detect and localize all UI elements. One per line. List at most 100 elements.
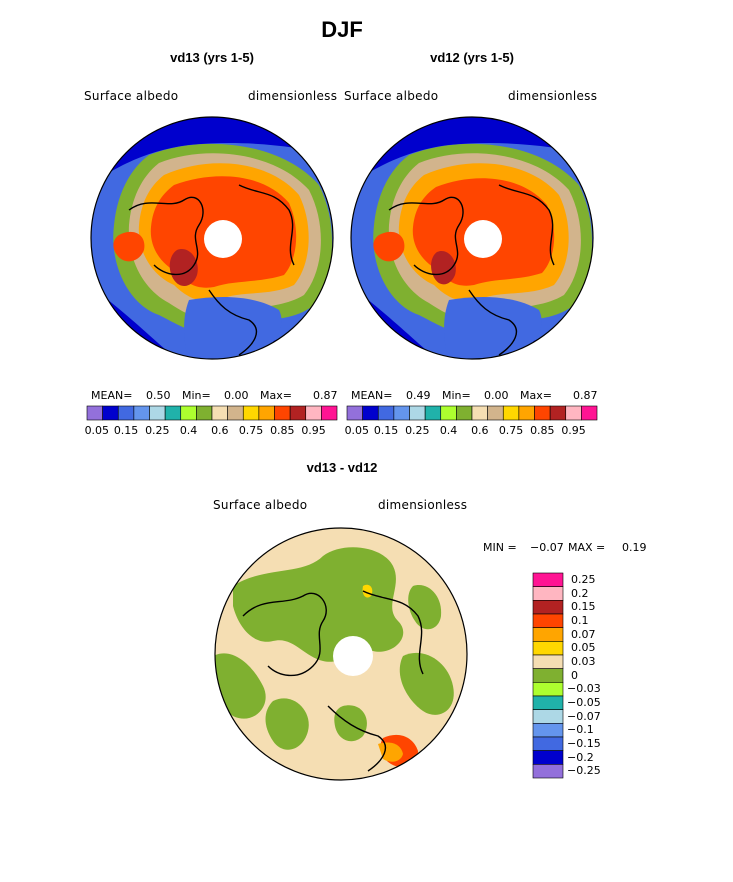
colorbar-tick-label: −0.1 xyxy=(567,723,594,737)
colorbar-swatch xyxy=(393,405,410,421)
colorbar-tick-label: 0.25 xyxy=(405,424,430,437)
negative-change-region xyxy=(215,653,266,719)
colorbar-tick-label: 0.05 xyxy=(344,424,370,437)
panel2-max-label: Max= xyxy=(520,389,552,402)
panel2-colorbar-ticks: 0.05 0.15 0.25 0.4 0.6 0.75 0.85 0.95 xyxy=(344,424,597,438)
panel3-units-label: dimensionless xyxy=(378,498,468,512)
panel3-variable-label: Surface albedo xyxy=(213,498,308,512)
panel2-max-value: 0.87 xyxy=(573,389,598,402)
colorbar-tick-label: −0.25 xyxy=(567,764,601,778)
high-albedo-region xyxy=(373,231,405,262)
colorbar-swatch xyxy=(532,764,564,779)
colorbar-swatch xyxy=(549,405,567,421)
colorbar-swatch xyxy=(532,695,564,710)
panel1-units-label: dimensionless xyxy=(248,89,338,103)
colorbar-tick-label: −0.2 xyxy=(567,750,594,764)
colorbar-swatch xyxy=(305,405,322,421)
panel2-units-label: dimensionless xyxy=(508,89,598,103)
colorbar-swatch xyxy=(362,405,379,421)
colorbar-swatch xyxy=(196,405,213,421)
panel2-polar-map xyxy=(350,116,594,360)
colorbar-tick-label: 0.05 xyxy=(84,424,110,437)
colorbar-swatch xyxy=(377,405,395,421)
colorbar-tick-label: 0.4 xyxy=(439,424,458,437)
colorbar-swatch xyxy=(289,405,307,421)
colorbar-swatch xyxy=(532,627,564,642)
panel1-variable-label: Surface albedo xyxy=(84,89,179,103)
colorbar-swatch xyxy=(321,405,338,421)
colorbar-swatch xyxy=(227,405,244,421)
panel1-colorbar xyxy=(86,405,338,421)
colorbar-tick-label: 0.6 xyxy=(471,424,489,437)
colorbar-swatch xyxy=(164,405,182,421)
colorbar-tick-label: 0.4 xyxy=(179,424,198,437)
colorbar-tick-label: 0.75 xyxy=(238,424,264,437)
coastline xyxy=(242,590,424,772)
colorbar-swatch xyxy=(242,405,260,421)
panel1-mean-label: MEAN= xyxy=(91,389,133,402)
colorbar-tick-label: 0.6 xyxy=(211,424,229,437)
panel1-colorbar-ticks: 0.05 0.15 0.25 0.4 0.6 0.75 0.85 0.95 xyxy=(84,424,337,438)
colorbar-swatch xyxy=(409,405,426,421)
colorbar-swatch xyxy=(149,405,166,421)
colorbar-tick-label: −0.07 xyxy=(567,709,601,723)
atlantic-region xyxy=(444,297,542,359)
panel1-max-value: 0.87 xyxy=(313,389,338,402)
colorbar-swatch xyxy=(211,405,228,421)
negative-change-region xyxy=(233,547,404,662)
colorbar-swatch xyxy=(180,405,197,421)
panel3-max-value: 0.19 xyxy=(622,541,647,554)
panel3-polar-map xyxy=(214,527,468,781)
colorbar-swatch xyxy=(532,668,564,683)
map-border xyxy=(90,116,334,360)
negative-change-region xyxy=(408,585,442,630)
colorbar-swatch xyxy=(532,750,564,765)
colorbar-swatch xyxy=(534,405,551,421)
panel1-mean-value: 0.50 xyxy=(146,389,171,402)
panel3-min-label: MIN = xyxy=(483,541,517,554)
colorbar-tick-label: 0.15 xyxy=(373,424,399,437)
high-albedo-region xyxy=(169,249,198,287)
colorbar-swatch xyxy=(456,405,473,421)
panel2-variable-label: Surface albedo xyxy=(344,89,439,103)
colorbar-swatch xyxy=(487,405,504,421)
panel2-mean-label: MEAN= xyxy=(351,389,393,402)
colorbar-swatch xyxy=(117,405,135,421)
colorbar-tick-label: 0.85 xyxy=(270,424,295,437)
colorbar-swatch xyxy=(532,586,564,601)
panel3-title: vd13 - vd12 xyxy=(306,460,378,475)
colorbar-tick-label: 0.75 xyxy=(498,424,524,437)
colorbar-swatch xyxy=(471,405,488,421)
colorbar-tick-label: 0.1 xyxy=(571,613,589,627)
negative-change-region xyxy=(334,705,367,742)
colorbar-tick-label: 0.03 xyxy=(571,654,596,668)
colorbar-swatch xyxy=(532,654,564,669)
colorbar-swatch xyxy=(581,405,598,421)
page-title: DJF xyxy=(321,17,363,42)
panel1-title: vd13 (yrs 1-5) xyxy=(170,50,254,65)
panel2-min-label: Min= xyxy=(442,389,471,402)
colorbar-swatch xyxy=(424,405,442,421)
coastline xyxy=(128,184,295,356)
colorbar-swatch xyxy=(532,641,564,656)
panel2-title: vd12 (yrs 1-5) xyxy=(430,50,514,65)
panel2-min-value: 0.00 xyxy=(484,389,509,402)
colorbar-tick-label: −0.05 xyxy=(567,695,601,709)
panel2-colorbar xyxy=(346,405,598,421)
panel1-max-label: Max= xyxy=(260,389,292,402)
colorbar-swatch xyxy=(258,405,275,421)
polar-hole xyxy=(464,220,502,258)
polar-hole xyxy=(204,220,242,258)
colorbar-tick-label: 0.15 xyxy=(113,424,139,437)
colorbar-tick-label: −0.15 xyxy=(567,736,601,750)
panel3-colorbar xyxy=(532,572,564,779)
high-albedo-region xyxy=(431,250,456,285)
high-albedo-region xyxy=(113,231,145,262)
colorbar-swatch xyxy=(274,405,291,421)
panel2-mean-value: 0.49 xyxy=(406,389,431,402)
panel3-colorbar-ticks: 0.25 0.2 0.15 0.1 0.07 0.05 0.03 0 −0.03 −0.05 −0.… xyxy=(567,573,627,778)
colorbar-swatch xyxy=(532,736,564,751)
colorbar-tick-label: 0.25 xyxy=(571,572,596,586)
colorbar-tick-label: −0.03 xyxy=(567,682,601,696)
colorbar-swatch xyxy=(532,709,564,724)
